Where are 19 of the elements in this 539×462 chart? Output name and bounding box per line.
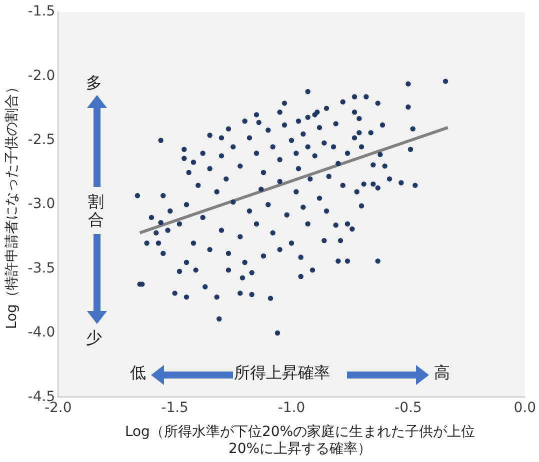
y-tick-label: -3.5 bbox=[28, 260, 56, 276]
y-tick-label: -2.5 bbox=[28, 132, 56, 148]
annotation: 多 bbox=[86, 73, 102, 92]
annotation: 高 bbox=[434, 363, 450, 382]
x-axis-title: Log（所得水準が下位20%の家庭に生まれた子供が上位20%に上昇する確率） bbox=[124, 424, 476, 458]
x-tick-label: -0.5 bbox=[394, 400, 422, 416]
x-tick-label: -1.5 bbox=[161, 400, 188, 416]
y-tick-label: -3.0 bbox=[28, 196, 56, 212]
annotation: 少 bbox=[86, 328, 102, 347]
annotation: 割合 bbox=[88, 192, 105, 229]
y-tick-label: -2.0 bbox=[28, 68, 56, 84]
annotation: 所得上昇確率 bbox=[234, 363, 330, 382]
y-tick-label: -4.0 bbox=[28, 324, 56, 341]
x-tick-label: -2.0 bbox=[44, 400, 72, 416]
annotation: 低 bbox=[130, 363, 146, 382]
y-tick-label: -1.5 bbox=[28, 4, 56, 20]
y-axis-title: Log（特許申請者になった子供の割合） bbox=[4, 80, 20, 330]
x-tick-label: -1.0 bbox=[278, 400, 306, 416]
x-tick-label: 0.0 bbox=[514, 400, 536, 416]
